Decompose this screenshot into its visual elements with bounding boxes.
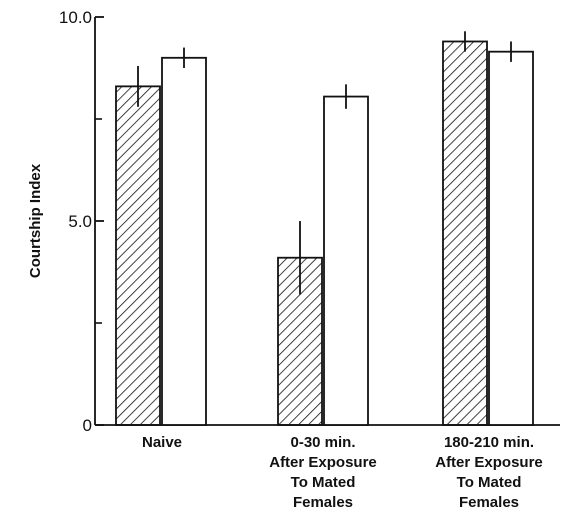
y-tick-label: 5.0 (68, 212, 92, 231)
y-tick-label: 0 (83, 416, 92, 435)
category-label: Females (293, 494, 353, 511)
bar (488, 50, 534, 426)
category-label: After Exposure (435, 454, 543, 471)
category-label: Naive (142, 434, 182, 451)
category-label: To Mated (457, 474, 522, 491)
bar (323, 95, 369, 426)
category-label: 0-30 min. (290, 434, 355, 451)
bar (161, 56, 207, 426)
category-label: After Exposure (269, 454, 377, 471)
bar (115, 85, 161, 426)
category-label: 180-210 min. (444, 434, 534, 451)
y-tick-label: 10.0 (59, 8, 92, 27)
bar (442, 40, 488, 426)
y-ticks: 0 5.0 10.0 (59, 8, 104, 435)
category-label: Females (459, 494, 519, 511)
y-axis-title: Courtship Index (27, 163, 44, 278)
category-label: To Mated (291, 474, 356, 491)
bars (115, 31, 534, 426)
category-labels: Naive 0-30 min. After Exposure To Mated Fema… (142, 434, 543, 511)
